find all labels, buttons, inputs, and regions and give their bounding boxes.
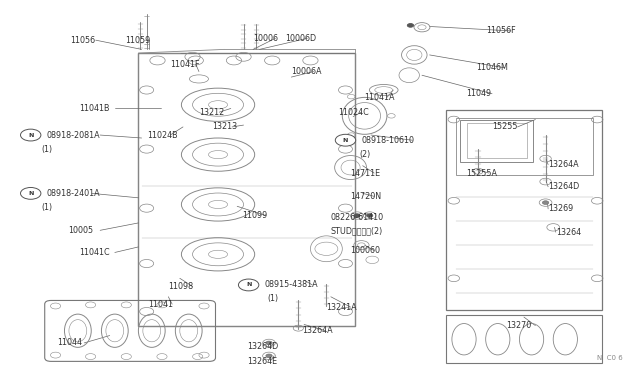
Text: 14711E: 14711E bbox=[351, 169, 381, 177]
Text: 10006A: 10006A bbox=[291, 67, 322, 76]
Circle shape bbox=[367, 214, 373, 217]
Circle shape bbox=[20, 187, 41, 199]
Bar bbox=[456, 118, 593, 175]
Text: N: N bbox=[28, 132, 33, 138]
Text: 13264A: 13264A bbox=[548, 160, 579, 169]
Text: (1): (1) bbox=[41, 145, 52, 154]
Bar bbox=[446, 315, 602, 363]
Text: 15255A: 15255A bbox=[467, 169, 497, 177]
Text: N: N bbox=[246, 282, 252, 288]
Text: N: N bbox=[343, 138, 348, 143]
Circle shape bbox=[266, 341, 272, 345]
Circle shape bbox=[335, 134, 356, 146]
Text: STUDスタッド(2): STUDスタッド(2) bbox=[330, 227, 383, 235]
Text: N: N bbox=[28, 191, 33, 196]
Text: 13264D: 13264D bbox=[548, 182, 579, 191]
Text: (1): (1) bbox=[41, 203, 52, 212]
Text: 11059: 11059 bbox=[125, 36, 151, 45]
Text: 11099: 11099 bbox=[243, 211, 268, 220]
Text: 100060: 100060 bbox=[351, 246, 381, 255]
Circle shape bbox=[354, 214, 360, 217]
Text: 11041B: 11041B bbox=[79, 104, 109, 113]
Text: 11041: 11041 bbox=[148, 300, 173, 309]
Text: 13264E: 13264E bbox=[246, 356, 277, 366]
Text: 13270: 13270 bbox=[506, 321, 531, 330]
Bar bbox=[446, 110, 602, 310]
Text: 11056: 11056 bbox=[70, 36, 95, 45]
Text: 11098: 11098 bbox=[168, 282, 193, 291]
Circle shape bbox=[239, 279, 259, 291]
Text: 08915-4381A: 08915-4381A bbox=[264, 280, 318, 289]
Text: 10005: 10005 bbox=[68, 226, 93, 235]
Text: 11041F: 11041F bbox=[170, 60, 200, 69]
Text: 14720N: 14720N bbox=[351, 192, 381, 201]
Text: 13264D: 13264D bbox=[246, 343, 278, 352]
Bar bbox=[460, 119, 534, 162]
Text: 13269: 13269 bbox=[548, 204, 573, 214]
Text: 13264: 13264 bbox=[556, 228, 581, 237]
Text: N  C0 6: N C0 6 bbox=[597, 355, 623, 361]
Text: 13213: 13213 bbox=[212, 122, 237, 131]
Circle shape bbox=[542, 201, 548, 205]
Text: 08226-61410: 08226-61410 bbox=[330, 213, 383, 222]
Text: 11046M: 11046M bbox=[476, 63, 508, 72]
Text: 15255: 15255 bbox=[492, 122, 518, 131]
Text: 10006D: 10006D bbox=[285, 34, 316, 43]
Text: 11049: 11049 bbox=[467, 89, 492, 98]
Text: 11041C: 11041C bbox=[79, 248, 109, 257]
Circle shape bbox=[407, 23, 413, 27]
Text: 08918-10610: 08918-10610 bbox=[362, 136, 415, 145]
Text: 10006: 10006 bbox=[253, 34, 278, 43]
Text: (1): (1) bbox=[268, 295, 279, 304]
Bar bbox=[138, 53, 355, 326]
Text: 11056F: 11056F bbox=[486, 26, 515, 35]
Circle shape bbox=[266, 354, 272, 358]
Text: 11041A: 11041A bbox=[365, 93, 395, 102]
Text: 08918-2401A: 08918-2401A bbox=[47, 189, 100, 198]
Bar bbox=[467, 123, 527, 158]
Text: 13264A: 13264A bbox=[302, 326, 333, 335]
Text: 11024B: 11024B bbox=[147, 131, 177, 140]
Text: 13241A: 13241A bbox=[326, 302, 357, 312]
Text: 13212: 13212 bbox=[199, 108, 224, 117]
Text: 11024C: 11024C bbox=[338, 108, 369, 117]
Text: (2): (2) bbox=[360, 150, 371, 159]
Text: 08918-2081A: 08918-2081A bbox=[47, 131, 100, 140]
Circle shape bbox=[20, 129, 41, 141]
Text: 11044: 11044 bbox=[58, 339, 83, 347]
